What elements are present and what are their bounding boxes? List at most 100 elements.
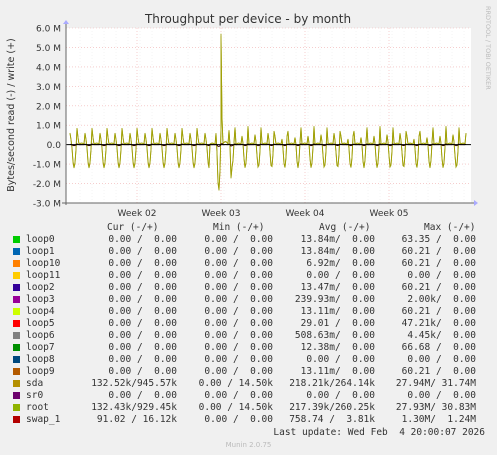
legend-name: loop2 xyxy=(26,282,55,293)
legend-swatch xyxy=(13,380,20,387)
legend-max: 60.21 / 0.00 xyxy=(401,246,476,257)
legend-name: loop8 xyxy=(26,354,55,365)
y-tick-label: 2.0 M xyxy=(36,102,61,112)
legend-avg: 13.47m/ 0.00 xyxy=(300,282,375,293)
legend-swatch xyxy=(13,344,20,351)
legend-row-loop11: loop11 0.00 / 0.00 0.00 / 0.00 0.00 / 0.00 0… xyxy=(0,270,497,282)
legend-max: 0.00 / 0.00 xyxy=(407,354,476,365)
legend-max: 60.21 / 0.00 xyxy=(401,258,476,269)
legend-min: 0.00 / 14.50k xyxy=(198,402,273,413)
legend-name: loop11 xyxy=(26,270,61,281)
chart-title: Throughput per device - by month xyxy=(144,12,351,26)
legend-cur: 132.52k/945.57k xyxy=(91,378,177,389)
y-tick-label: 1.0 M xyxy=(36,122,61,132)
legend-min: 0.00 / 0.00 xyxy=(204,342,273,353)
legend-name: loop10 xyxy=(26,258,61,269)
y-tick-label: -1.0 M xyxy=(33,161,61,171)
y-tick-label: 6.0 M xyxy=(36,25,61,35)
legend-cur: 132.43k/929.45k xyxy=(91,402,177,413)
legend-min: 0.00 / 0.00 xyxy=(204,258,273,269)
legend-row-loop5: loop5 0.00 / 0.00 0.00 / 0.00 29.01 / 0.00 4… xyxy=(0,318,497,330)
legend-min: 0.00 / 0.00 xyxy=(204,270,273,281)
legend-avg: 29.01 / 0.00 xyxy=(300,318,375,329)
legend-min: 0.00 / 0.00 xyxy=(204,330,273,341)
legend-cur: 0.00 / 0.00 xyxy=(108,306,177,317)
legend-avg: 218.21k/264.14k xyxy=(289,378,375,389)
legend-min: 0.00 / 0.00 xyxy=(204,234,273,245)
x-tick-label: Week 02 xyxy=(118,209,157,219)
legend-swatch xyxy=(13,368,20,375)
legend-name: loop3 xyxy=(26,294,55,305)
legend-swatch xyxy=(13,416,20,423)
legend-row-root: root 132.43k/929.45k 0.00 / 14.50k 217.39k/… xyxy=(0,402,497,414)
y-tick-label: -3.0 M xyxy=(33,200,61,210)
legend-row-swap_1: swap_1 91.02 / 16.12k 0.00 / 0.00 758.74 / … xyxy=(0,414,497,426)
y-axis-arrow xyxy=(63,20,69,24)
legend-cur: 91.02 / 16.12k xyxy=(96,414,177,425)
legend-min: 0.00 / 0.00 xyxy=(204,282,273,293)
legend-max: 47.21k/ 0.00 xyxy=(401,318,476,329)
grid-lines xyxy=(66,27,471,204)
legend-cur: 0.00 / 0.00 xyxy=(108,270,177,281)
legend-name: loop7 xyxy=(26,342,55,353)
y-tick-label: 4.0 M xyxy=(36,63,61,73)
legend-name: sr0 xyxy=(26,390,44,401)
legend-swatch xyxy=(13,332,20,339)
legend-max: 60.21 / 0.00 xyxy=(401,306,476,317)
legend-swatch xyxy=(13,272,20,279)
y-tick-label: -2.0 M xyxy=(33,180,61,190)
legend-row-loop7: loop7 0.00 / 0.00 0.00 / 0.00 12.38m/ 0.00 6… xyxy=(0,342,497,354)
legend-min: 0.00 / 0.00 xyxy=(204,294,273,305)
legend-header-cur: Cur (-/+) xyxy=(107,222,159,233)
legend-row-sr0: sr0 0.00 / 0.00 0.00 / 0.00 0.00 / 0.00 0.00… xyxy=(0,390,497,402)
legend-avg: 13.11m/ 0.00 xyxy=(300,366,375,377)
y-tick-labels: 6.0 M 5.0 M 4.0 M 3.0 M 2.0 M 1.0 M 0.0 -1.0 M -… xyxy=(33,25,61,210)
x-axis-arrow xyxy=(474,200,478,206)
legend-swatch xyxy=(13,320,20,327)
x-tick-labels: Week 02 Week 03 Week 04 Week 05 xyxy=(118,209,409,219)
legend-row-loop2: loop2 0.00 / 0.00 0.00 / 0.00 13.47m/ 0.00 6… xyxy=(0,282,497,294)
legend-avg: 239.93m/ 0.00 xyxy=(294,294,375,305)
legend-row-loop8: loop8 0.00 / 0.00 0.00 / 0.00 0.00 / 0.00 0.… xyxy=(0,354,497,366)
legend-max: 27.93M/ 30.83M xyxy=(395,402,476,413)
series-line-root xyxy=(69,36,467,190)
legend-max: 0.00 / 0.00 xyxy=(407,270,476,281)
legend-row-loop9: loop9 0.00 / 0.00 0.00 / 0.00 13.11m/ 0.00 6… xyxy=(0,366,497,378)
legend-max: 1.30M/ 1.24M xyxy=(401,414,476,425)
legend-name: sda xyxy=(26,378,44,389)
legend-swatch xyxy=(13,284,20,291)
legend-avg: 0.00 / 0.00 xyxy=(306,390,375,401)
legend-row-loop4: loop4 0.00 / 0.00 0.00 / 0.00 13.11m/ 0.00 6… xyxy=(0,306,497,318)
legend-avg: 217.39k/260.25k xyxy=(289,402,375,413)
legend-avg: 6.92m/ 0.00 xyxy=(306,258,375,269)
legend-max: 60.21 / 0.00 xyxy=(401,282,476,293)
legend-header-max: Max (-/+) xyxy=(424,222,476,233)
last-update-text: Last update: Wed Feb 4 20:00:07 2026 xyxy=(273,427,485,438)
legend-header-min: Min (-/+) xyxy=(213,222,265,233)
legend-swatch xyxy=(13,236,20,243)
legend-cur: 0.00 / 0.00 xyxy=(108,294,177,305)
legend-min: 0.00 / 0.00 xyxy=(204,318,273,329)
legend-cur: 0.00 / 0.00 xyxy=(108,342,177,353)
legend-max: 60.21 / 0.00 xyxy=(401,366,476,377)
legend-cur: 0.00 / 0.00 xyxy=(108,282,177,293)
y-tick-label: 0.0 xyxy=(47,141,62,151)
legend-min: 0.00 / 0.00 xyxy=(204,414,273,425)
legend-swatch xyxy=(13,260,20,267)
legend-cur: 0.00 / 0.00 xyxy=(108,330,177,341)
y-axis-label: Bytes/second read (-) / write (+) xyxy=(6,38,17,192)
legend-max: 0.00 / 0.00 xyxy=(407,390,476,401)
legend-cur: 0.00 / 0.00 xyxy=(108,390,177,401)
legend-cur: 0.00 / 0.00 xyxy=(108,318,177,329)
legend-avg: 13.84m/ 0.00 xyxy=(300,234,375,245)
legend-max: 66.68 / 0.00 xyxy=(401,342,476,353)
legend-swatch xyxy=(13,356,20,363)
legend-cur: 0.00 / 0.00 xyxy=(108,366,177,377)
legend-avg: 13.84m/ 0.00 xyxy=(300,246,375,257)
legend-cur: 0.00 / 0.00 xyxy=(108,258,177,269)
legend-row-loop6: loop6 0.00 / 0.00 0.00 / 0.00 508.63m/ 0.00… xyxy=(0,330,497,342)
legend-avg: 13.11m/ 0.00 xyxy=(300,306,375,317)
legend-cur: 0.00 / 0.00 xyxy=(108,234,177,245)
legend-name: loop6 xyxy=(26,330,55,341)
legend-min: 0.00 / 0.00 xyxy=(204,390,273,401)
